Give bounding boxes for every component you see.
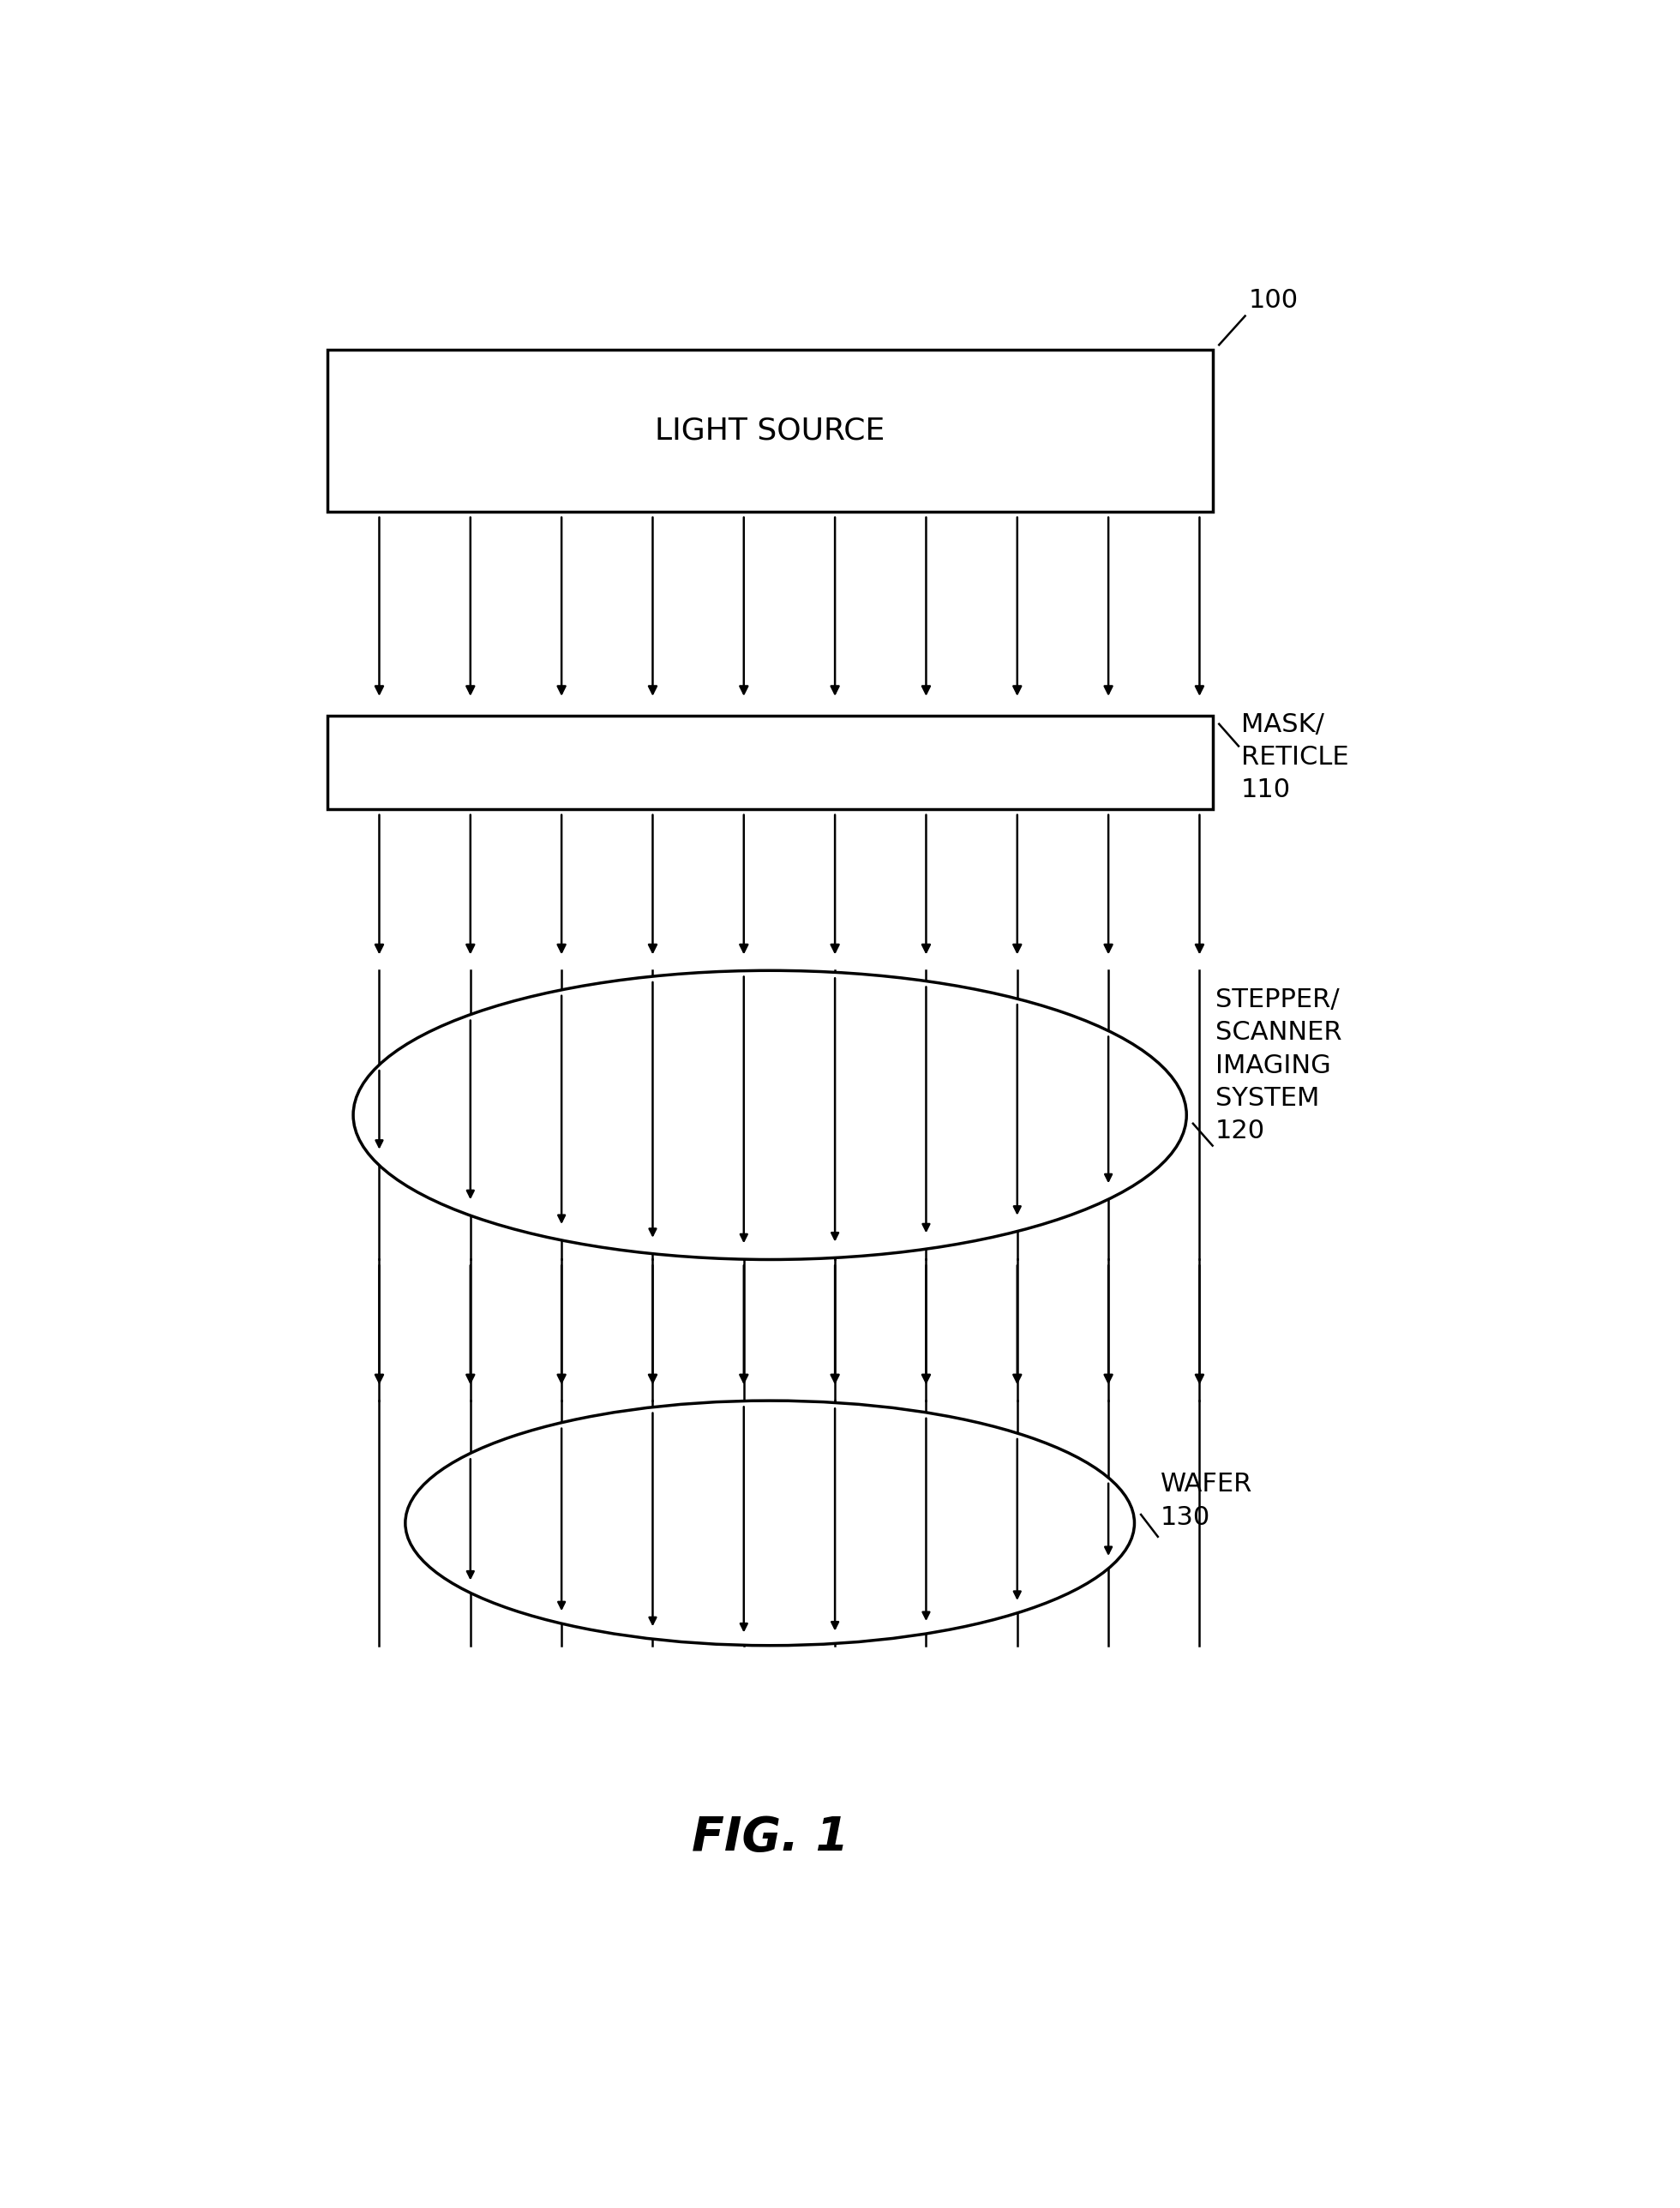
Ellipse shape (405, 1400, 1134, 1645)
Text: LIGHT SOURCE: LIGHT SOURCE (655, 415, 885, 446)
Text: WAFER
130: WAFER 130 (1161, 1473, 1253, 1530)
Text: STEPPER/
SCANNER
IMAGING
SYSTEM
120: STEPPER/ SCANNER IMAGING SYSTEM 120 (1215, 987, 1342, 1144)
Text: FIG. 1: FIG. 1 (692, 1815, 848, 1861)
Text: 100: 100 (1248, 287, 1299, 314)
Bar (328, 349, 1213, 512)
Bar (328, 715, 1213, 808)
Ellipse shape (353, 972, 1186, 1259)
Text: MASK/
RETICLE
110: MASK/ RETICLE 110 (1242, 713, 1349, 802)
